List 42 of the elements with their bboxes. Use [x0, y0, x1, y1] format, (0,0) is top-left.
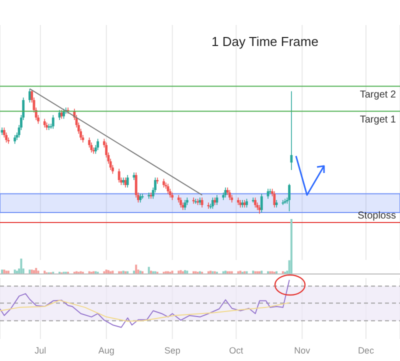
x-tick-label: Dec — [358, 345, 374, 356]
candlestick — [282, 200, 284, 206]
candlestick — [288, 183, 290, 212]
candlestick — [148, 192, 150, 200]
candlestick — [156, 177, 159, 184]
bar — [148, 266, 150, 274]
candlestick — [150, 192, 152, 200]
bar — [20, 258, 22, 274]
bar — [7, 270, 10, 274]
candlestick — [260, 193, 263, 213]
candlestick — [254, 197, 256, 208]
candlestick — [52, 114, 54, 130]
bar — [32, 270, 35, 274]
chart-title: 1 Day Time Frame — [210, 34, 320, 49]
candlestick — [290, 90, 293, 170]
candlestick — [192, 197, 195, 204]
candlestick — [228, 190, 231, 200]
bar — [290, 219, 292, 274]
candlestick — [118, 168, 120, 183]
candlestick — [96, 138, 100, 150]
x-tick-label: Jul — [34, 345, 46, 356]
ref-line-label: Stoploss — [358, 210, 396, 222]
bar — [107, 270, 110, 274]
bar — [178, 270, 180, 274]
candlestick — [212, 197, 214, 210]
bar — [35, 268, 38, 274]
candlestick — [207, 202, 210, 210]
bar — [37, 270, 40, 274]
x-tick-label: Oct — [229, 345, 244, 356]
bar — [132, 270, 135, 274]
x-tick-label: Aug — [98, 345, 114, 356]
bar — [135, 264, 138, 274]
candlestick — [180, 197, 182, 208]
bar — [184, 270, 186, 274]
x-tick-label: Nov — [294, 345, 311, 356]
ref-line-label: Target 1 — [360, 114, 396, 126]
ref-line-label: Target 2 — [360, 89, 396, 100]
bar — [260, 270, 263, 274]
bar — [150, 270, 152, 274]
bar — [186, 270, 188, 274]
x-tick-label: Sep — [164, 345, 180, 356]
candlestick — [126, 174, 129, 188]
